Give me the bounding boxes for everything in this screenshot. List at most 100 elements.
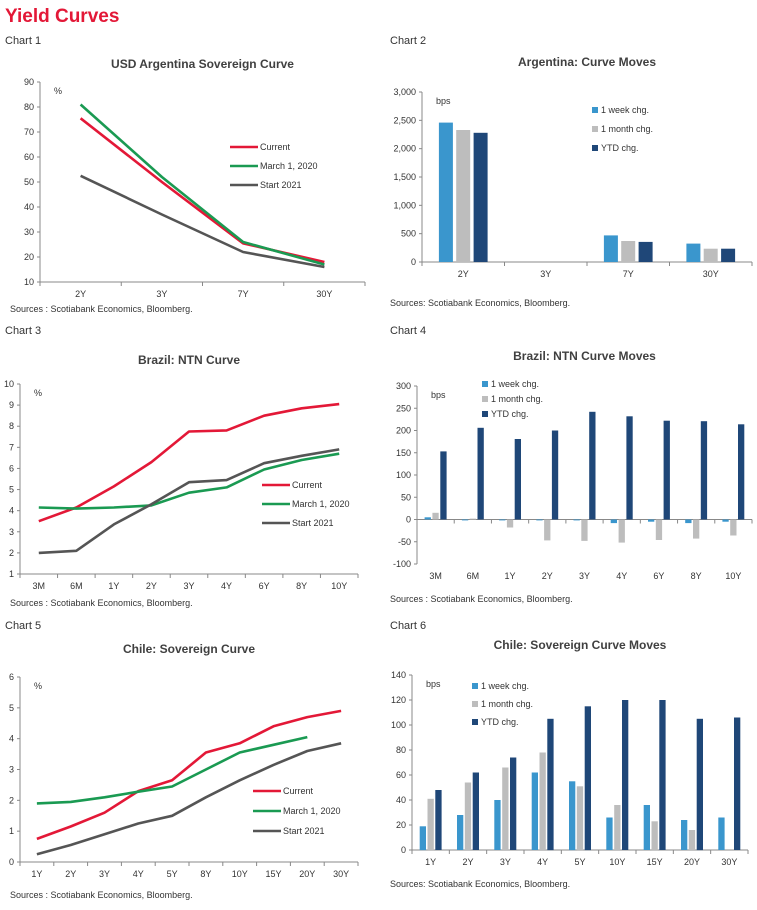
source-note: Sources : Scotiabank Economics, Bloomber… xyxy=(10,304,193,314)
y-tick-label: 150 xyxy=(396,448,411,458)
series-line-start-2021 xyxy=(37,743,341,854)
x-tick-label: 4Y xyxy=(616,571,627,581)
legend-label: 1 week chg. xyxy=(601,105,649,115)
series-line-march-1-2020 xyxy=(37,737,307,803)
legend-label: YTD chg. xyxy=(481,717,519,727)
x-tick-label: 2Y xyxy=(75,289,86,299)
bar-1-week-chg- xyxy=(420,826,426,850)
bar-1-week-chg- xyxy=(574,520,580,521)
unit-label: bps xyxy=(436,96,451,106)
x-tick-label: 20Y xyxy=(299,869,315,879)
chart-title: Chile: Sovereign Curve xyxy=(123,642,255,656)
x-tick-label: 30Y xyxy=(721,857,737,867)
bar-1-month-chg- xyxy=(656,520,662,541)
y-tick-label: 2,000 xyxy=(393,144,416,154)
x-tick-label: 2Y xyxy=(462,857,473,867)
x-tick-label: 2Y xyxy=(65,869,76,879)
legend-swatch xyxy=(482,396,488,402)
y-tick-label: 250 xyxy=(396,403,411,413)
legend-label: Start 2021 xyxy=(292,518,334,528)
bar-1-month-chg- xyxy=(652,821,658,850)
x-tick-label: 1Y xyxy=(505,571,516,581)
legend-label: Current xyxy=(292,480,323,490)
x-tick-label: 30Y xyxy=(703,269,719,279)
legend-swatch xyxy=(472,719,478,725)
bar-1-week-chg- xyxy=(462,520,468,521)
x-tick-label: 5Y xyxy=(167,869,178,879)
legend-swatch xyxy=(472,683,478,689)
bar-1-month-chg- xyxy=(432,513,438,520)
x-tick-label: 5Y xyxy=(574,857,585,867)
y-tick-label: 40 xyxy=(396,795,406,805)
bar-1-week-chg- xyxy=(569,781,575,850)
bar-1-month-chg- xyxy=(704,249,718,262)
bar-1-week-chg- xyxy=(606,818,612,851)
y-tick-label: 100 xyxy=(396,470,411,480)
y-tick-label: 1,000 xyxy=(393,200,416,210)
bar-1-week-chg- xyxy=(611,520,617,524)
bar-ytd-chg- xyxy=(622,700,628,850)
y-tick-label: 70 xyxy=(24,127,34,137)
unit-label: bps xyxy=(431,390,446,400)
x-tick-label: 15Y xyxy=(265,869,281,879)
bar-ytd-chg- xyxy=(639,242,653,262)
x-tick-label: 2Y xyxy=(542,571,553,581)
y-tick-label: -100 xyxy=(393,559,411,569)
chart-1-svg: USD Argentina Sovereign Curve10203040506… xyxy=(0,30,378,325)
y-tick-label: 4 xyxy=(9,506,14,516)
bar-1-week-chg- xyxy=(532,773,538,851)
x-tick-label: 6Y xyxy=(259,581,270,591)
x-tick-label: 4Y xyxy=(133,869,144,879)
y-tick-label: 2,500 xyxy=(393,115,416,125)
x-tick-label: 8Y xyxy=(200,869,211,879)
y-tick-label: 3,000 xyxy=(393,87,416,97)
bar-1-month-chg- xyxy=(621,241,635,262)
y-tick-label: 2 xyxy=(9,548,14,558)
y-tick-label: 60 xyxy=(396,770,406,780)
series-line-current xyxy=(81,118,325,262)
chart-2-svg: Argentina: Curve Moves05001,0001,5002,00… xyxy=(380,30,757,325)
y-tick-label: -50 xyxy=(398,537,411,547)
bar-ytd-chg- xyxy=(473,773,479,851)
chart-title: USD Argentina Sovereign Curve xyxy=(111,57,294,71)
chart-6-svg: Chile: Sovereign Curve Moves020406080100… xyxy=(380,615,757,910)
bar-ytd-chg- xyxy=(738,424,744,519)
x-tick-label: 3Y xyxy=(500,857,511,867)
y-tick-label: 1,500 xyxy=(393,172,416,182)
x-tick-label: 3Y xyxy=(183,581,194,591)
y-tick-label: 100 xyxy=(391,720,406,730)
bar-ytd-chg- xyxy=(478,428,484,520)
x-tick-label: 6M xyxy=(70,581,83,591)
y-tick-label: 0 xyxy=(401,845,406,855)
bar-1-week-chg- xyxy=(536,520,542,521)
chart-title: Argentina: Curve Moves xyxy=(518,55,656,69)
legend-label: March 1, 2020 xyxy=(292,499,350,509)
y-tick-label: 0 xyxy=(9,857,14,867)
y-tick-label: 40 xyxy=(24,202,34,212)
x-tick-label: 2Y xyxy=(458,269,469,279)
bar-ytd-chg- xyxy=(697,719,703,850)
bar-1-week-chg- xyxy=(494,800,500,850)
legend-label: 1 week chg. xyxy=(491,379,539,389)
y-tick-label: 5 xyxy=(9,703,14,713)
y-tick-label: 80 xyxy=(24,102,34,112)
chart-title: Brazil: NTN Curve xyxy=(138,353,240,367)
y-tick-label: 1 xyxy=(9,569,14,579)
bar-1-week-chg- xyxy=(644,805,650,850)
bar-1-month-chg- xyxy=(730,520,736,536)
x-tick-label: 3Y xyxy=(156,289,167,299)
x-tick-label: 6Y xyxy=(653,571,664,581)
y-tick-label: 4 xyxy=(9,734,14,744)
legend-swatch xyxy=(592,145,598,151)
bar-1-week-chg- xyxy=(499,520,505,521)
x-tick-label: 10Y xyxy=(331,581,347,591)
bar-ytd-chg- xyxy=(435,790,441,850)
y-tick-label: 10 xyxy=(4,379,14,389)
y-tick-label: 3 xyxy=(9,527,14,537)
bar-ytd-chg- xyxy=(721,249,735,262)
bar-1-month-chg- xyxy=(507,520,513,528)
